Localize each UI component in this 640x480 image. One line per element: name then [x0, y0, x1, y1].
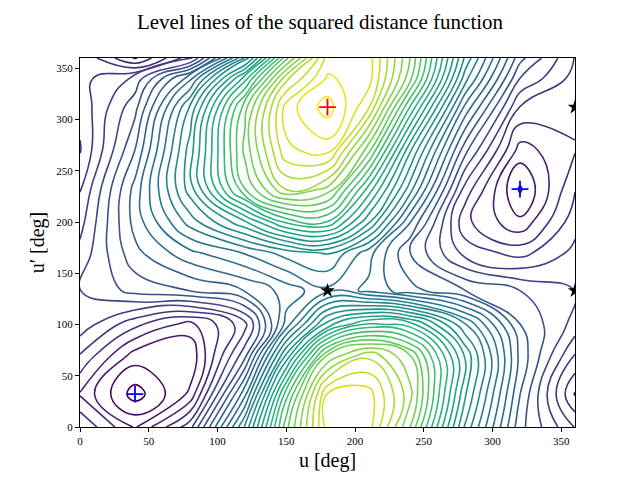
svg-text:350: 350: [56, 62, 73, 74]
svg-text:50: 50: [62, 370, 74, 382]
svg-text:150: 150: [278, 435, 295, 447]
svg-text:350: 350: [553, 435, 570, 447]
svg-text:Level lines of the squared dis: Level lines of the squared distance func…: [137, 10, 504, 34]
svg-text:u′ [deg]: u′ [deg]: [26, 212, 49, 274]
svg-text:50: 50: [143, 435, 155, 447]
svg-text:u [deg]: u [deg]: [299, 449, 356, 472]
svg-text:0: 0: [77, 435, 83, 447]
svg-text:100: 100: [56, 318, 73, 330]
svg-text:250: 250: [56, 165, 73, 177]
svg-text:200: 200: [56, 216, 73, 228]
svg-text:250: 250: [416, 435, 433, 447]
svg-text:0: 0: [67, 421, 73, 433]
svg-text:150: 150: [56, 267, 73, 279]
svg-text:200: 200: [347, 435, 364, 447]
svg-text:300: 300: [56, 113, 73, 125]
svg-text:300: 300: [484, 435, 501, 447]
svg-text:100: 100: [209, 435, 226, 447]
